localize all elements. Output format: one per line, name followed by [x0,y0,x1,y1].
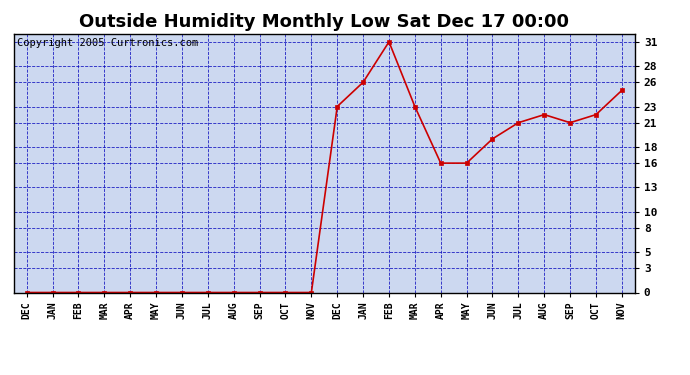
Text: Copyright 2005 Curtronics.com: Copyright 2005 Curtronics.com [17,38,198,48]
Title: Outside Humidity Monthly Low Sat Dec 17 00:00: Outside Humidity Monthly Low Sat Dec 17 … [79,13,569,31]
